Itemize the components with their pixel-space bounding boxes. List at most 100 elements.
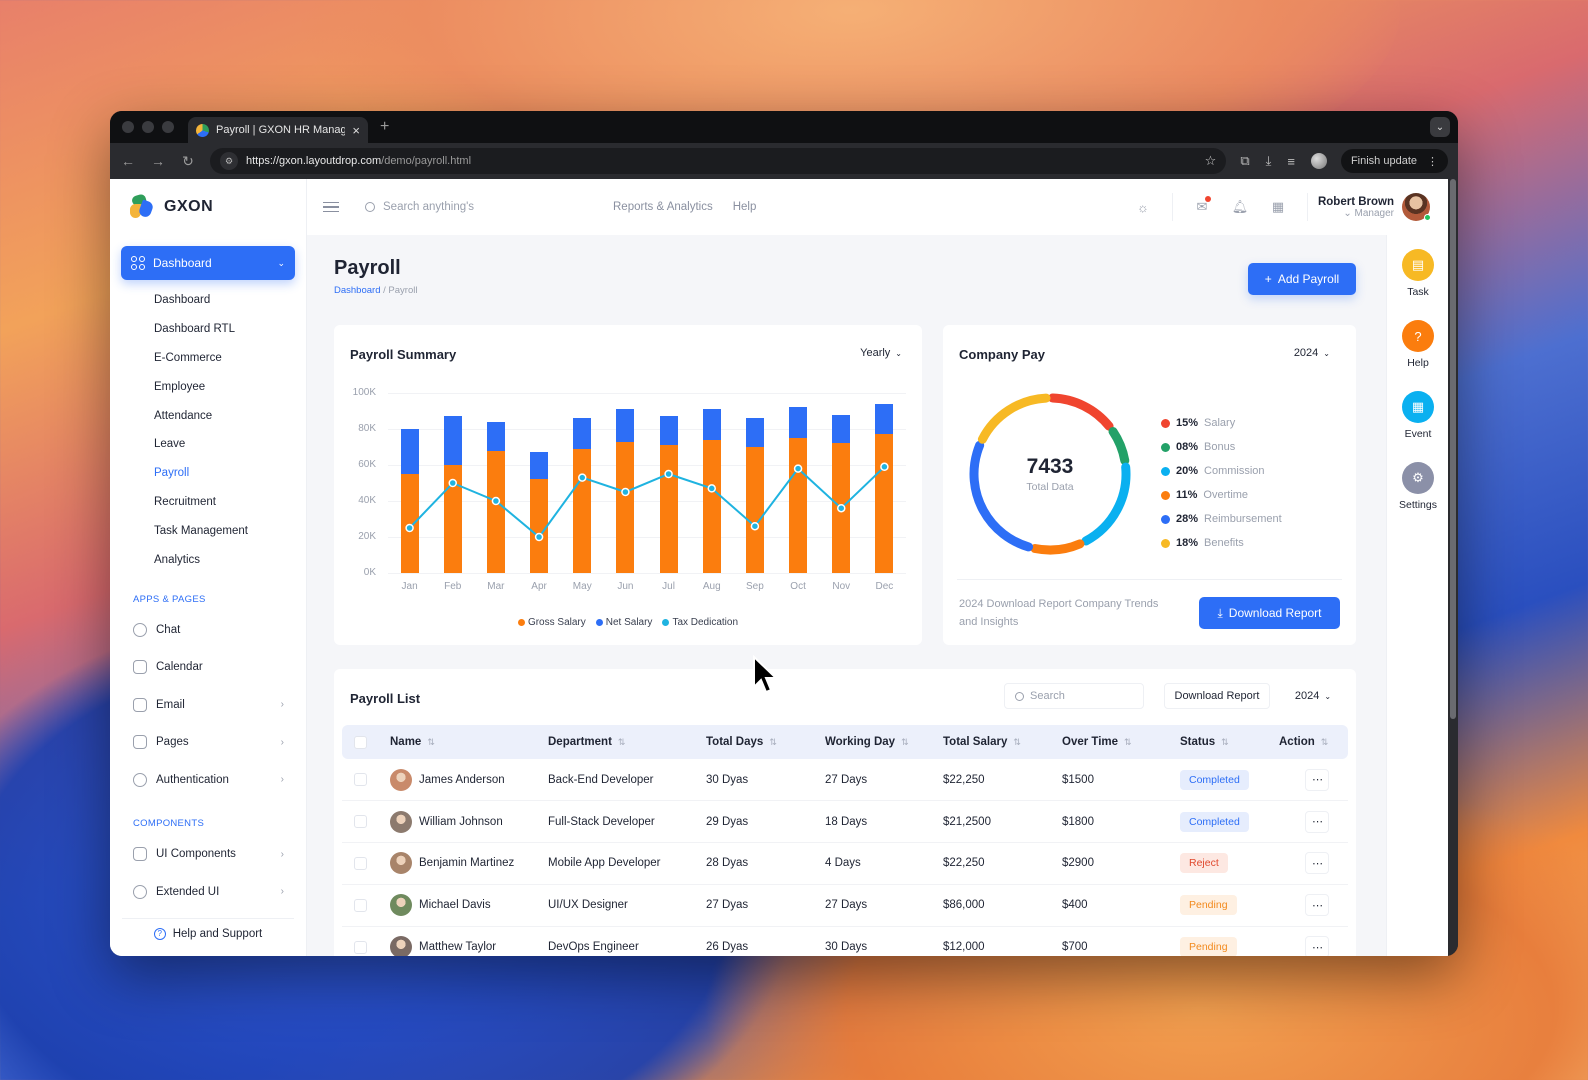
bar-aug[interactable] [702, 409, 721, 573]
scrollbar-thumb[interactable] [1450, 179, 1456, 719]
row-action-menu-button[interactable]: ⋯ [1305, 810, 1329, 833]
column-header-name[interactable]: Name ⇅ [390, 736, 435, 748]
close-tab-icon[interactable]: × [352, 122, 360, 138]
close-window-button[interactable] [122, 121, 134, 133]
table-year-dropdown[interactable]: 2024 ⌄ [1280, 683, 1346, 709]
column-header-department[interactable]: Department ⇅ [548, 736, 626, 748]
table-row[interactable]: Matthew Taylor DevOps Engineer 26 Dyas 30 D… [342, 926, 1348, 956]
rail-item-settings[interactable]: ⚙ Settings [1387, 462, 1449, 511]
maximize-window-button[interactable] [162, 121, 174, 133]
calendar-icon[interactable]: ▦ [1271, 199, 1285, 214]
donut-slice-benefits[interactable] [965, 389, 1135, 559]
table-download-report-button[interactable]: Download Report [1164, 683, 1270, 709]
column-header-over-time[interactable]: Over Time ⇅ [1062, 736, 1132, 748]
sidebar-item-extended-ui[interactable]: Extended UI › [110, 873, 306, 911]
rail-item-task[interactable]: ▤ Task [1387, 249, 1449, 298]
theme-sun-icon[interactable]: ☼ [1137, 199, 1149, 215]
submenu-item-dashboard-rtl[interactable]: Dashboard RTL [154, 323, 235, 336]
submenu-item-task-management[interactable]: Task Management [154, 524, 248, 537]
bar-sep[interactable] [745, 418, 764, 573]
sidebar-item-pages[interactable]: Pages › [110, 723, 306, 761]
row-checkbox[interactable] [354, 898, 367, 912]
donut-slice-bonus[interactable] [965, 389, 1135, 559]
url-field[interactable]: ⚙ https://gxon.layoutdrop.com/demo/payro… [210, 148, 1227, 174]
donut-slice-salary[interactable] [969, 393, 1131, 555]
rail-item-help[interactable]: ? Help [1387, 320, 1449, 369]
download-icon[interactable]: ⤓ [1265, 153, 1272, 168]
sidebar-item-authentication[interactable]: Authentication › [110, 761, 306, 799]
row-checkbox[interactable] [354, 940, 367, 954]
reload-icon[interactable]: ↻ [182, 152, 194, 169]
site-settings-icon[interactable]: ⚙ [220, 152, 238, 170]
add-payroll-button[interactable]: + Add Payroll [1248, 263, 1356, 295]
sidebar-item-ui-components[interactable]: UI Components › [110, 835, 306, 873]
bar-mar[interactable] [486, 421, 505, 573]
row-checkbox[interactable] [354, 815, 367, 829]
mail-icon[interactable]: ✉ [1183, 196, 1221, 215]
row-action-menu-button[interactable]: ⋯ [1305, 936, 1329, 956]
table-search-input[interactable]: Search [1004, 683, 1144, 709]
menu-toggle-icon[interactable] [323, 201, 339, 213]
table-row[interactable]: Benjamin Martinez Mobile App Developer 28 … [342, 843, 1348, 885]
nav-link-help[interactable]: Help [732, 201, 757, 213]
user-menu[interactable]: Robert Brown ⌄ Manager [1318, 193, 1448, 221]
submenu-item-attendance[interactable]: Attendance [154, 409, 213, 422]
submenu-item-dashboard[interactable]: Dashboard [154, 294, 211, 307]
sidebar-item-chat[interactable]: Chat [110, 611, 306, 649]
row-action-menu-button[interactable]: ⋯ [1305, 894, 1329, 917]
column-header-action[interactable]: Action ⇅ [1279, 736, 1329, 748]
breadcrumb-dashboard[interactable]: Dashboard [334, 285, 381, 296]
download-report-button[interactable]: ⤓ Download Report [1199, 597, 1340, 629]
donut-slice-overtime[interactable] [965, 389, 1135, 559]
bar-jul[interactable] [659, 416, 678, 573]
submenu-item-analytics[interactable]: Analytics [154, 553, 201, 566]
nav-link-reports[interactable]: Reports & Analytics [613, 201, 713, 213]
help-and-support-link[interactable]: ? Help and Support [122, 918, 294, 948]
table-row[interactable]: Michael Davis UI/UX Designer 27 Dyas 27 Day… [342, 884, 1348, 927]
bookmark-star-icon[interactable]: ☆ [1204, 153, 1217, 168]
finish-update-button[interactable]: Finish update ⋮ [1340, 149, 1448, 173]
sidebar-item-calendar[interactable]: Calendar [110, 648, 306, 686]
minimize-window-button[interactable] [142, 121, 154, 133]
legend-item[interactable]: Gross Salary [517, 617, 586, 628]
column-header-total-days[interactable]: Total Days ⇅ [706, 736, 777, 748]
back-icon[interactable]: ← [121, 153, 135, 169]
submenu-item-payroll[interactable]: Payroll [154, 467, 190, 480]
bar-jan[interactable] [400, 429, 419, 573]
extensions-icon[interactable]: ⧉ [1240, 153, 1250, 168]
select-all-checkbox[interactable] [354, 735, 367, 749]
submenu-item-recruitment[interactable]: Recruitment [154, 495, 216, 508]
new-tab-button[interactable]: + [380, 118, 390, 135]
tab-search-button[interactable]: ⌄ [1430, 117, 1450, 137]
profile-avatar[interactable] [1310, 153, 1327, 169]
bar-apr[interactable] [530, 452, 549, 573]
global-search-input[interactable]: Search anything's [365, 201, 585, 213]
column-header-status[interactable]: Status ⇅ [1180, 736, 1229, 748]
page-scrollbar[interactable] [1448, 179, 1458, 956]
rail-item-event[interactable]: ▦ Event [1387, 391, 1449, 440]
sidebar-item-email[interactable]: Email › [110, 686, 306, 724]
table-row[interactable]: James Anderson Back-End Developer 30 Dyas 2… [342, 759, 1348, 801]
submenu-item-leave[interactable]: Leave [154, 438, 186, 451]
submenu-item-employee[interactable]: Employee [154, 380, 206, 393]
year-dropdown[interactable]: 2024 ⌄ [1294, 347, 1330, 359]
bar-feb[interactable] [443, 416, 462, 573]
brand-logo[interactable]: GXON [110, 179, 306, 235]
bar-dec[interactable] [875, 403, 894, 573]
media-control-icon[interactable]: ≡ [1287, 153, 1295, 169]
column-header-working-day[interactable]: Working Day ⇅ [825, 736, 909, 748]
donut-slice-commission[interactable] [967, 391, 1132, 556]
submenu-item-ecommerce[interactable]: E-Commerce [154, 351, 222, 364]
column-header-total-salary[interactable]: Total Salary ⇅ [943, 736, 1021, 748]
forward-icon[interactable]: → [151, 153, 165, 169]
bar-jun[interactable] [616, 409, 635, 573]
donut-slice-reimbursement[interactable] [965, 389, 1135, 559]
legend-item[interactable]: Tax Dedication [662, 617, 738, 628]
table-row[interactable]: William Johnson Full-Stack Developer 29 Dy… [342, 801, 1348, 843]
period-dropdown[interactable]: Yearly ⌄ [860, 347, 902, 359]
sidebar-item-dashboard-group[interactable]: Dashboard ⌄ [121, 246, 295, 280]
legend-item[interactable]: Net Salary [595, 617, 652, 628]
row-action-menu-button[interactable]: ⋯ [1305, 852, 1329, 875]
browser-tab[interactable]: Payroll | GXON HR Manageme × [188, 117, 368, 143]
row-checkbox[interactable] [354, 856, 367, 870]
